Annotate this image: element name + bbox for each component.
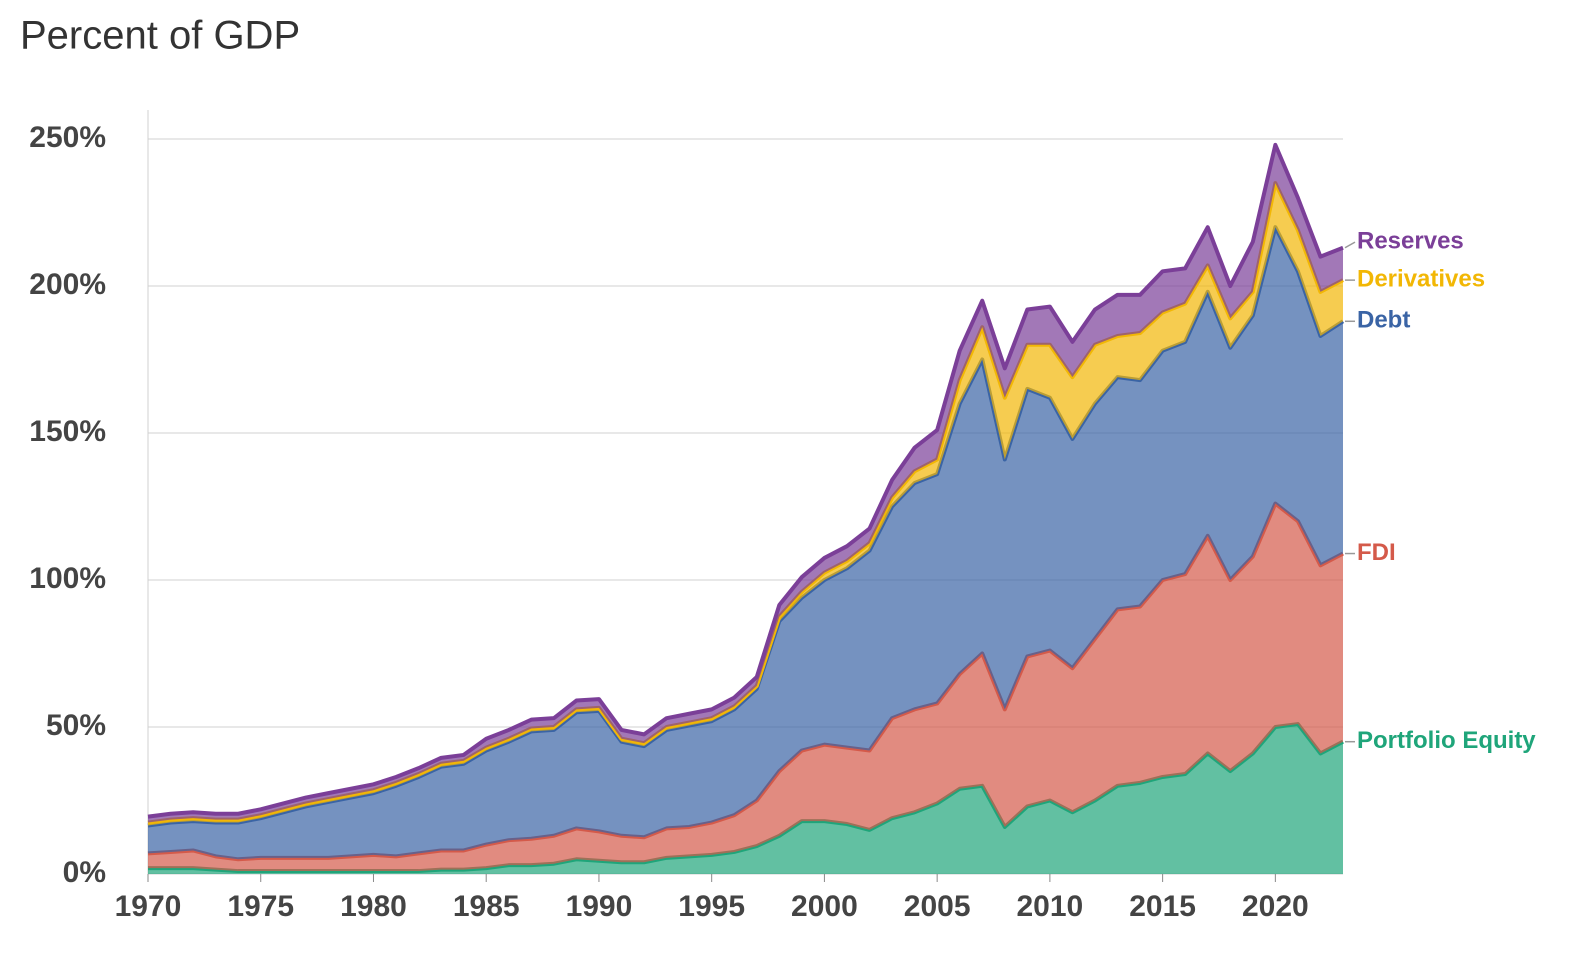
y-tick-label: 0% [63,856,106,889]
chart-title: Percent of GDP [20,14,300,58]
series-label: Portfolio Equity [1357,727,1536,754]
y-tick-label: 250% [29,121,106,154]
series-label: FDI [1357,539,1396,566]
y-tick-label: 50% [46,709,106,742]
x-tick-label: 2005 [904,890,971,923]
x-tick-label: 1970 [115,890,182,923]
series-label: Debt [1357,307,1410,334]
x-tick-label: 1980 [340,890,407,923]
label-connector [1344,241,1356,249]
series-label: Reserves [1357,227,1464,254]
y-tick-label: 200% [29,268,106,301]
y-tick-label: 150% [29,415,106,448]
x-tick-label: 1985 [453,890,520,923]
x-tick-label: 2010 [1017,890,1084,923]
x-tick-label: 2000 [791,890,858,923]
area [148,144,1343,823]
y-tick-label: 100% [29,562,106,595]
area-edge [147,142,1344,819]
area [148,503,1343,872]
series-label: Derivatives [1357,265,1485,292]
x-tick-label: 2020 [1242,890,1309,923]
x-tick-label: 1990 [566,890,633,923]
x-tick-label: 2015 [1129,890,1196,923]
x-tick-label: 1995 [678,890,745,923]
area [148,724,1343,874]
x-tick-label: 1975 [227,890,294,923]
area [148,227,1343,860]
